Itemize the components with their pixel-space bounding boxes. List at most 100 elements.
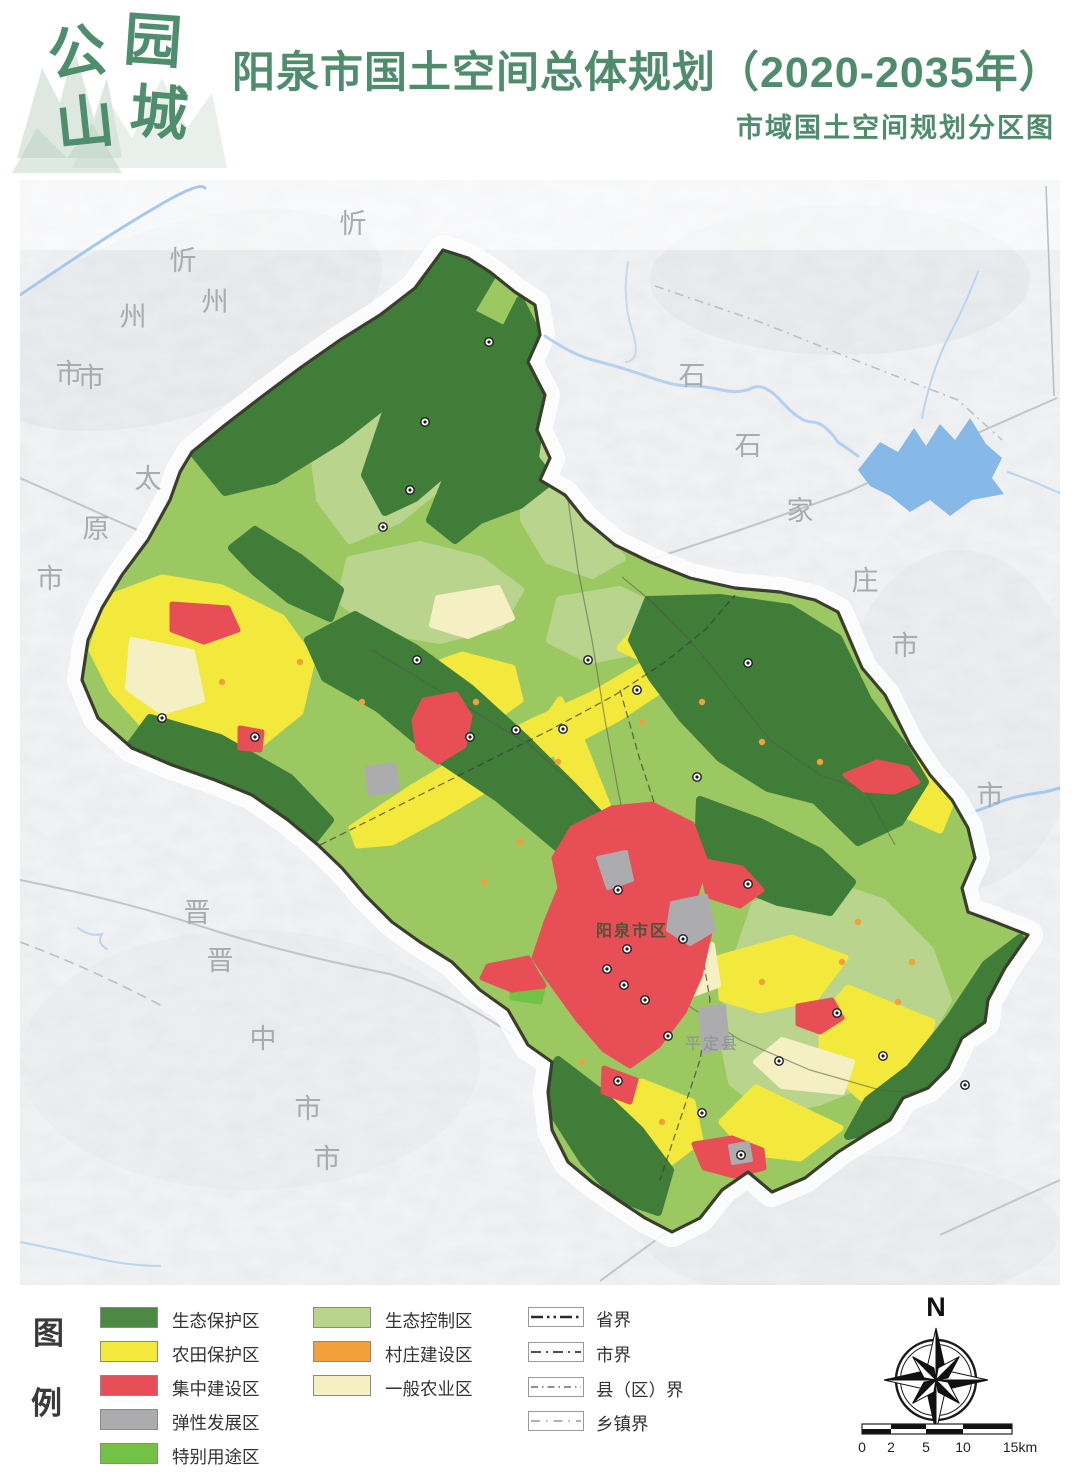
town-marker (663, 1031, 673, 1041)
county-boundary (319, 594, 736, 846)
neighbor-city-char: 市 (56, 359, 83, 389)
town-marker-dot (468, 735, 472, 739)
legend-zone-label: 村庄建设区 (385, 1345, 473, 1365)
legend-boundary-line-sample (531, 1315, 581, 1319)
legend-boundary-label: 市界 (596, 1344, 631, 1365)
admin-boundary (654, 285, 1003, 441)
town-marker (832, 1008, 842, 1018)
compass-point-diagonal (934, 1378, 960, 1404)
town-marker (511, 725, 521, 735)
river (18, 185, 207, 297)
admin-boundary (1045, 185, 1055, 397)
town-marker (640, 995, 650, 1005)
legend-boundary-label: 省界 (596, 1310, 631, 1330)
town-marker-dot (586, 658, 590, 662)
town-marker-dot (643, 998, 647, 1002)
legend-boundary-label: 乡镇界 (596, 1414, 649, 1435)
town-marker-dot (622, 983, 626, 987)
legend-zone-label: 农田保护区 (172, 1345, 260, 1365)
compass-point-half (934, 1356, 960, 1381)
legend-boundary-line-sample (531, 1350, 581, 1353)
legend-boundary-line-sample (531, 1420, 581, 1423)
legend-zone-label: 集中建设区 (172, 1379, 260, 1399)
town-marker-dot (625, 947, 629, 951)
village-dot (658, 1118, 666, 1126)
admin-boundary (19, 941, 163, 1007)
town-marker-dot (415, 658, 419, 662)
village-dot (838, 958, 846, 966)
zone-construction (795, 997, 845, 1035)
village-dot (358, 698, 366, 706)
town-marker-dot (739, 1153, 743, 1157)
village-dot (218, 678, 226, 686)
scale-segment (862, 1429, 891, 1434)
scale-bar: 0 2 5 10 15km (858, 1423, 1037, 1455)
legend-boundary-box (528, 1411, 584, 1432)
neighbor-city-char: 太 (135, 464, 162, 494)
town-marker (412, 655, 422, 665)
zone-general-agri (753, 1037, 855, 1095)
town-marker (692, 772, 702, 782)
town-marker (678, 934, 688, 944)
zone-construction (842, 759, 921, 795)
scale-bar-labels: 0 2 5 10 15km (858, 1439, 1037, 1455)
road (19, 879, 546, 1059)
neighbor-city-char: 市 (37, 564, 64, 594)
village-dot (516, 838, 524, 846)
scale-tick-label: 5 (922, 1439, 930, 1455)
legend-boundary-box (528, 1341, 584, 1362)
river (77, 927, 108, 950)
town-marker (743, 879, 753, 889)
neighbor-city-char: 市 (78, 363, 105, 393)
village-dot (472, 698, 480, 706)
town-marker-dot (881, 1054, 885, 1058)
zone-construction (479, 955, 547, 993)
town-marker-dot (561, 727, 565, 731)
river (19, 1241, 161, 1267)
map-area: 忻州市忻州市太原市石石家庄市市晋晋中市市 阳泉市区 平定县 (0, 180, 1080, 1305)
legend-zone-swatch (100, 1307, 158, 1328)
reservoir (858, 418, 1004, 516)
village-dot (758, 978, 766, 986)
legend-zone-label: 特别用途区 (172, 1447, 260, 1467)
town-marker-dot (514, 728, 518, 732)
zone-flexible (666, 894, 716, 946)
neighbor-city-char: 家 (787, 496, 814, 526)
village-dot (578, 1058, 586, 1066)
town-marker-dot (963, 1083, 967, 1087)
town-marker-dot (408, 488, 412, 492)
town-marker-dot (777, 1059, 781, 1063)
town-marker (960, 1080, 970, 1090)
zone-construction (411, 691, 473, 765)
neighbor-city-char: 石 (679, 361, 706, 391)
town-marker (697, 1108, 707, 1118)
town-marker (743, 658, 753, 668)
village-dot (894, 998, 902, 1006)
town-marker-dot (695, 775, 699, 779)
town-marker (465, 732, 475, 742)
village-dot (854, 918, 862, 926)
zone-farmland (88, 574, 316, 754)
zone-eco-protect (361, 308, 519, 516)
scale-segment (926, 1424, 963, 1429)
zone-flexible (698, 1004, 730, 1054)
scale-tick-label: 2 (887, 1439, 895, 1455)
town-marker-dot (666, 1034, 670, 1038)
scale-segment (862, 1424, 891, 1429)
village-dot (480, 878, 488, 886)
zone-flexible (364, 762, 400, 796)
town-marker (250, 732, 260, 742)
village-dot (816, 758, 824, 766)
logo-mountain-shape (72, 78, 227, 168)
neighbor-city-char: 石 (735, 431, 762, 461)
town-marker-dot (681, 937, 685, 941)
scale-bar-frame (861, 1423, 1013, 1435)
compass-point-diagonal (912, 1378, 938, 1404)
legend-zone-swatch (313, 1307, 371, 1328)
town-marker-dot (487, 340, 491, 344)
river (921, 271, 979, 419)
legend-zone-swatch (313, 1375, 371, 1396)
town-marker (878, 1051, 888, 1061)
